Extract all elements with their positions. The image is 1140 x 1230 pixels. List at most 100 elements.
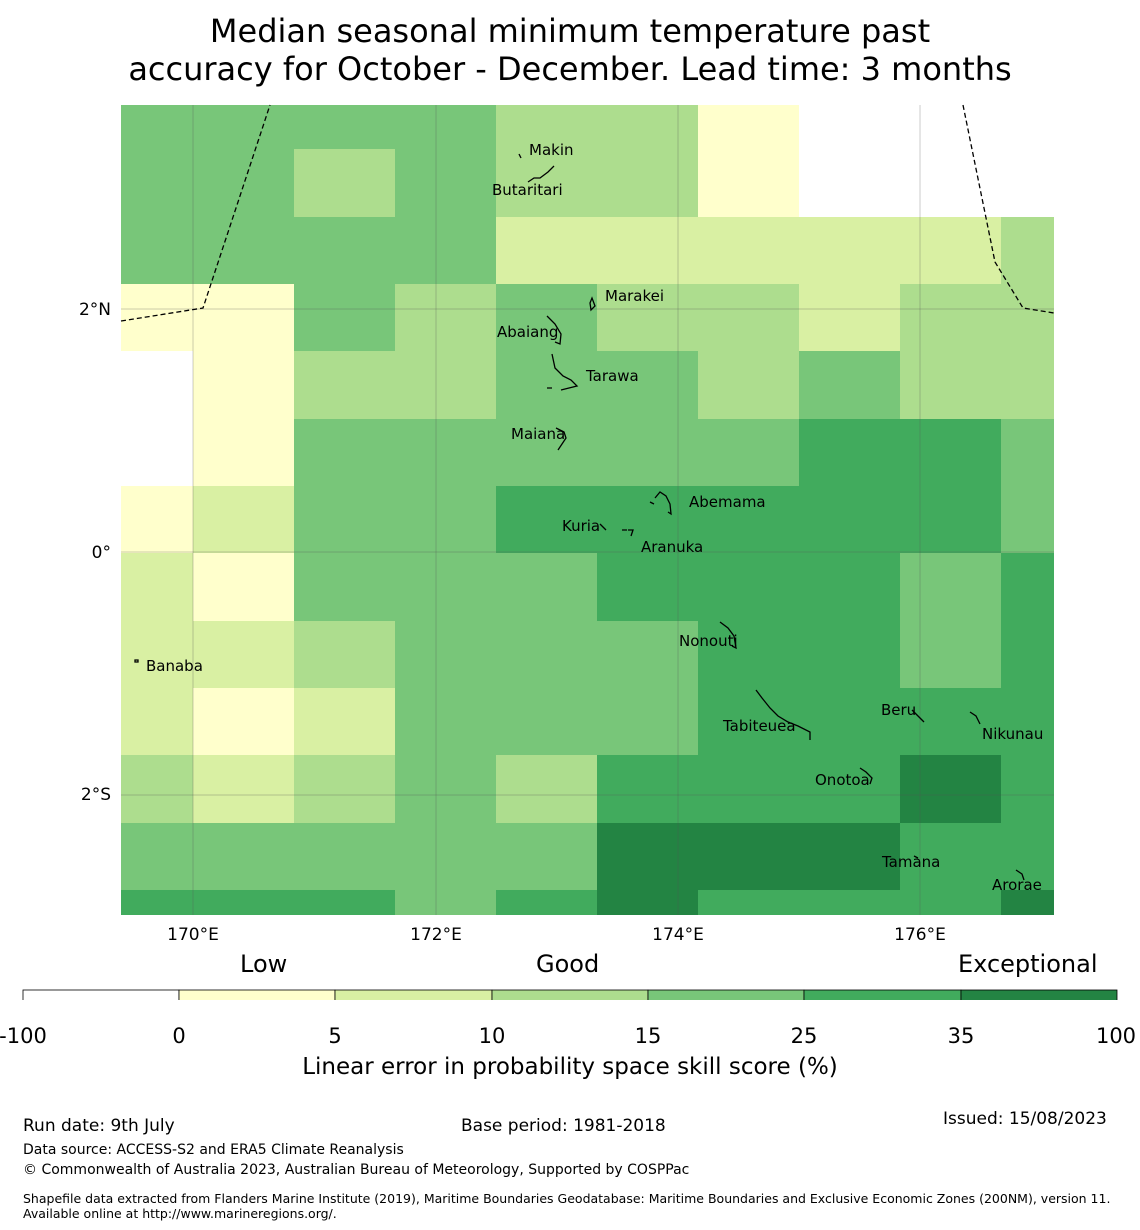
grid-cell (294, 553, 395, 621)
colorbar (22, 989, 1118, 1000)
colorbar-tick: -100 (0, 1024, 47, 1048)
place-banaba: Banaba (146, 657, 203, 675)
grid-cell (496, 351, 597, 419)
island-beru (911, 709, 925, 723)
title-line-1: Median seasonal minimum temperature past (209, 12, 931, 50)
grid-cell (294, 688, 395, 755)
colorbar-segment (334, 989, 493, 1000)
grid-cell (597, 621, 698, 688)
place-tamana: Tamana (881, 853, 940, 871)
grid-cell (597, 486, 698, 553)
grid-cell (395, 217, 496, 284)
colorbar-segment (178, 989, 336, 1000)
grid-cell (1001, 149, 1054, 217)
grid-cell (799, 351, 900, 419)
grid-cell (698, 284, 799, 351)
grid-cell (496, 621, 597, 688)
colorbar-tick: 10 (478, 1024, 506, 1048)
run-date: Run date: 9th July (23, 1116, 175, 1136)
colorbar-segment (22, 989, 180, 1000)
grid-cell (496, 284, 597, 351)
grid-cell (698, 890, 799, 915)
place-nonouti: Nonouti (679, 632, 738, 650)
grid-cell (395, 486, 496, 553)
island-arorae (1015, 869, 1025, 881)
lat-label-0: 0° (92, 543, 111, 563)
grid-cell (121, 419, 193, 486)
grid-cell (597, 149, 698, 217)
grid-cell (193, 419, 294, 486)
grid-cell (1001, 419, 1054, 486)
colorbar-segment (491, 989, 649, 1000)
grid-cell (395, 823, 496, 890)
grid-cell (395, 621, 496, 688)
lat-label-2s: 2°S (81, 785, 111, 805)
grid-cell (1001, 486, 1054, 553)
grid-cell (496, 755, 597, 823)
grid-cell (395, 419, 496, 486)
grid-cell (900, 755, 1001, 823)
grid-cell (900, 149, 1001, 217)
grid-cell (193, 621, 294, 688)
grid-cell (395, 284, 496, 351)
grid-cell (597, 284, 698, 351)
lat-label-2n: 2°N (79, 300, 111, 320)
grid-cell (294, 217, 395, 284)
place-maiana: Maiana (511, 425, 565, 443)
grid-cell (698, 553, 799, 621)
grid-cell (1001, 217, 1054, 284)
island-makin (518, 153, 522, 159)
grid-cell (900, 823, 1001, 890)
grid-cell (395, 351, 496, 419)
place-kuria: Kuria (562, 517, 600, 535)
colorbar-label: Linear error in probability space skill … (302, 1054, 838, 1080)
island-tarawa (547, 353, 579, 391)
eez-boundaries (120, 104, 1055, 322)
grid-cell (294, 755, 395, 823)
grid-cell (799, 217, 900, 284)
island-marakei (589, 296, 596, 312)
lon-label-172: 172°E (410, 925, 462, 945)
grid-cell (395, 890, 496, 915)
grid-cell (496, 486, 597, 553)
grid-cell (799, 105, 900, 149)
grid-cell (1001, 823, 1054, 890)
grid-cell (799, 688, 900, 755)
colorbar-segment (960, 989, 1118, 1000)
grid-cell (597, 553, 698, 621)
colorbar-tick: 5 (328, 1024, 342, 1048)
grid-cell (698, 217, 799, 284)
place-onotoa: Onotoa (815, 771, 870, 789)
place-arorae: Arorae (992, 876, 1042, 894)
axis-labels: 170°E 172°E 174°E 176°E 2°N 0° 2°S (79, 300, 946, 945)
grid-cell (799, 419, 900, 486)
grid-cell (597, 351, 698, 419)
grid-cell (121, 621, 193, 688)
grid-cell (294, 823, 395, 890)
colorbar-segment (803, 989, 962, 1000)
grid-cell (193, 755, 294, 823)
grid-cell (193, 890, 294, 915)
grid-cell (900, 419, 1001, 486)
lon-label-176: 176°E (894, 925, 946, 945)
place-nikunau: Nikunau (982, 725, 1043, 743)
grid-cell (395, 149, 496, 217)
grid-cell (496, 890, 597, 915)
grid-cell (698, 105, 799, 149)
grid-cell (395, 688, 496, 755)
grid-cell (496, 149, 597, 217)
grid-cell (799, 621, 900, 688)
grid-cell (900, 553, 1001, 621)
grid-cell (698, 149, 799, 217)
colorbar-tick: 25 (790, 1024, 818, 1048)
grid-cell (395, 755, 496, 823)
grid-cell (900, 284, 1001, 351)
place-tabiteuea: Tabiteuea (722, 717, 796, 735)
island-banaba (134, 659, 139, 663)
grid-cell (496, 823, 597, 890)
grid-cell (193, 105, 294, 149)
grid-cell (294, 105, 395, 149)
grid-cell (799, 755, 900, 823)
grid-cell (193, 351, 294, 419)
grid-cell (698, 419, 799, 486)
